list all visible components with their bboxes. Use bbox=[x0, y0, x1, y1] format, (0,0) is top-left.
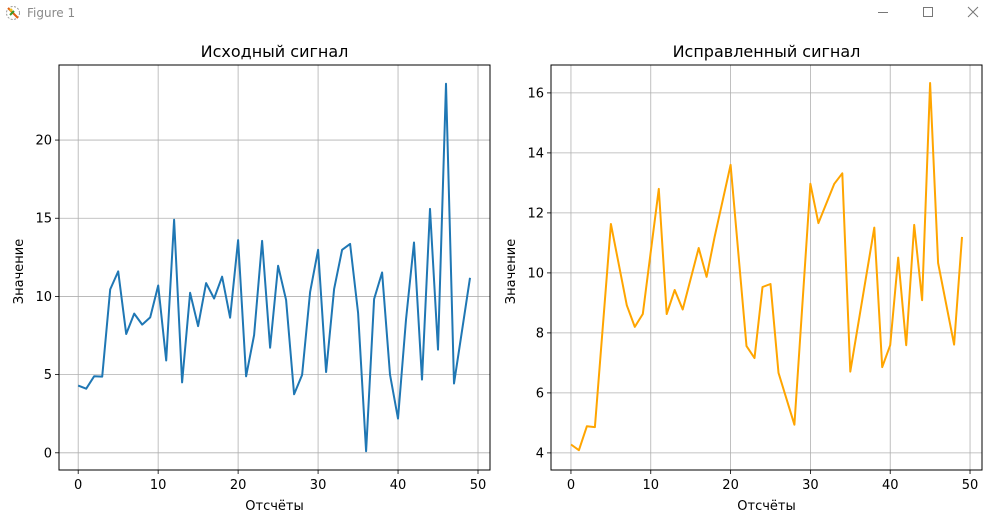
maximize-button[interactable] bbox=[906, 0, 952, 26]
x-tick-label: 0 bbox=[74, 478, 82, 493]
x-tick-label: 10 bbox=[150, 478, 167, 493]
y-tick-label: 10 bbox=[527, 266, 544, 281]
x-tick-label: 0 bbox=[567, 478, 575, 493]
chart-1: 0 10 20 30 40 50 0 5 10 15 20 Исходный сигнал Отсчёт… bbox=[12, 42, 491, 514]
series-line bbox=[77, 82, 471, 453]
x-axis-label: Отсчёты bbox=[245, 499, 303, 514]
chart-title: Исходный сигнал bbox=[201, 42, 349, 61]
x-tick-label: 30 bbox=[310, 478, 327, 493]
y-tick-label: 6 bbox=[536, 386, 544, 401]
y-tick-label: 12 bbox=[527, 206, 544, 221]
x-tick-label: 10 bbox=[642, 478, 659, 493]
y-tick-label: 20 bbox=[35, 134, 52, 149]
series-line bbox=[570, 82, 963, 452]
x-tick-label: 20 bbox=[230, 478, 247, 493]
y-tick-label: 14 bbox=[527, 146, 544, 161]
x-axis-label: Отсчёты bbox=[737, 499, 795, 514]
plot-area bbox=[59, 65, 490, 470]
y-tick-label: 5 bbox=[44, 368, 52, 383]
chart-2: 0 10 20 30 40 50 4 6 8 10 12 14 16 Исправленный сигна… bbox=[504, 42, 983, 514]
y-axis-label: Значение bbox=[504, 239, 519, 304]
x-tick-label: 40 bbox=[882, 478, 899, 493]
y-tick-label: 16 bbox=[527, 86, 544, 101]
minimize-button[interactable] bbox=[860, 0, 906, 26]
axes-frame bbox=[550, 64, 983, 471]
x-tick-label: 30 bbox=[802, 478, 819, 493]
close-icon bbox=[967, 6, 979, 18]
x-tick-label: 40 bbox=[390, 478, 407, 493]
window-titlebar: Figure 1 bbox=[0, 0, 999, 28]
y-tick-label: 15 bbox=[35, 212, 52, 227]
y-tick-label: 4 bbox=[536, 446, 544, 461]
y-tick-label: 0 bbox=[44, 446, 52, 461]
x-tick-label: 50 bbox=[470, 478, 487, 493]
minimize-icon bbox=[878, 12, 888, 13]
matplotlib-app-icon bbox=[6, 6, 20, 20]
chart-title: Исправленный сигнал bbox=[673, 42, 861, 61]
close-button[interactable] bbox=[952, 0, 998, 26]
window-title: Figure 1 bbox=[27, 6, 76, 20]
plot-area bbox=[551, 65, 982, 470]
axes-frame bbox=[58, 64, 491, 471]
y-tick-label: 10 bbox=[35, 290, 52, 305]
y-tick-label: 8 bbox=[536, 326, 544, 341]
x-tick-label: 50 bbox=[962, 478, 979, 493]
maximize-icon bbox=[923, 7, 933, 17]
x-tick-label: 20 bbox=[722, 478, 739, 493]
y-axis-label: Значение bbox=[12, 239, 27, 304]
